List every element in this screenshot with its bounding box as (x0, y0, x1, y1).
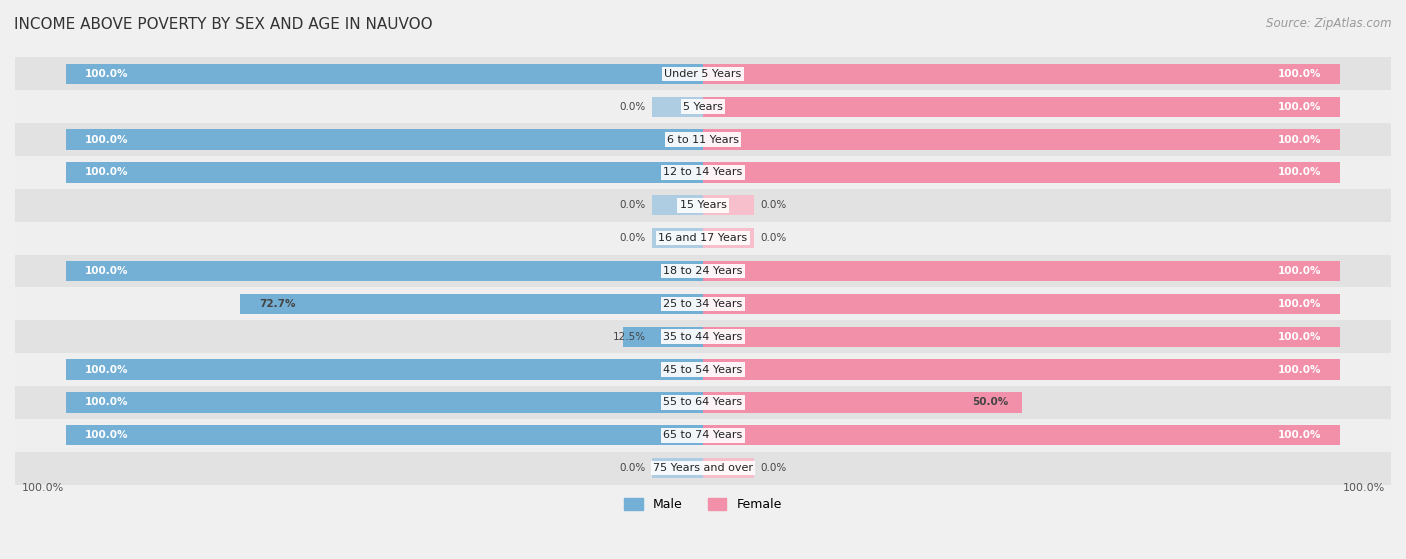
Text: 0.0%: 0.0% (620, 463, 645, 473)
Text: 100.0%: 100.0% (1343, 483, 1385, 493)
Bar (66, 425, 703, 446)
Text: 100.0%: 100.0% (1278, 364, 1320, 375)
Text: 0.0%: 0.0% (620, 102, 645, 112)
Text: 16 and 17 Years: 16 and 17 Years (658, 233, 748, 243)
Text: 100.0%: 100.0% (1278, 168, 1320, 177)
Bar (703, 293, 1340, 314)
Text: 6 to 11 Years: 6 to 11 Years (666, 135, 740, 145)
Bar (703, 97, 1340, 117)
Bar (3, 156, 1403, 189)
Bar (3, 254, 1403, 287)
Text: 100.0%: 100.0% (86, 266, 128, 276)
Text: 0.0%: 0.0% (761, 233, 786, 243)
Text: 100.0%: 100.0% (86, 364, 128, 375)
Text: 100.0%: 100.0% (86, 430, 128, 440)
Text: 45 to 54 Years: 45 to 54 Years (664, 364, 742, 375)
Bar (3, 386, 1403, 419)
Text: 100.0%: 100.0% (1278, 69, 1320, 79)
Text: 65 to 74 Years: 65 to 74 Years (664, 430, 742, 440)
Bar (240, 293, 703, 314)
Bar (703, 326, 1340, 347)
Text: 0.0%: 0.0% (761, 200, 786, 210)
Bar (66, 129, 703, 150)
Text: 35 to 44 Years: 35 to 44 Years (664, 331, 742, 342)
Bar (66, 392, 703, 413)
Text: Under 5 Years: Under 5 Years (665, 69, 741, 79)
Text: 12 to 14 Years: 12 to 14 Years (664, 168, 742, 177)
Text: 100.0%: 100.0% (86, 135, 128, 145)
Bar (652, 97, 703, 117)
Bar (652, 228, 703, 248)
Text: 100.0%: 100.0% (1278, 299, 1320, 309)
Text: 15 Years: 15 Years (679, 200, 727, 210)
Text: 18 to 24 Years: 18 to 24 Years (664, 266, 742, 276)
Bar (703, 228, 754, 248)
Bar (3, 58, 1403, 90)
Bar (652, 195, 703, 215)
Bar (652, 458, 703, 479)
Text: 50.0%: 50.0% (973, 397, 1008, 408)
Text: 100.0%: 100.0% (86, 168, 128, 177)
Text: 0.0%: 0.0% (620, 233, 645, 243)
Bar (3, 287, 1403, 320)
Bar (703, 261, 1340, 281)
Bar (703, 392, 1022, 413)
Text: 100.0%: 100.0% (1278, 331, 1320, 342)
Bar (703, 129, 1340, 150)
Bar (703, 458, 754, 479)
Text: 75 Years and over: 75 Years and over (652, 463, 754, 473)
Text: 12.5%: 12.5% (613, 331, 645, 342)
Bar (66, 261, 703, 281)
Bar (703, 425, 1340, 446)
Bar (703, 64, 1340, 84)
Bar (66, 64, 703, 84)
Text: 55 to 64 Years: 55 to 64 Years (664, 397, 742, 408)
Bar (703, 359, 1340, 380)
Bar (3, 353, 1403, 386)
Text: 0.0%: 0.0% (620, 200, 645, 210)
Bar (66, 359, 703, 380)
Text: 100.0%: 100.0% (86, 69, 128, 79)
Text: 0.0%: 0.0% (761, 463, 786, 473)
Text: 100.0%: 100.0% (1278, 266, 1320, 276)
Bar (703, 195, 754, 215)
Text: Source: ZipAtlas.com: Source: ZipAtlas.com (1267, 17, 1392, 30)
Bar (703, 162, 1340, 183)
Text: 100.0%: 100.0% (86, 397, 128, 408)
Text: 100.0%: 100.0% (1278, 135, 1320, 145)
Bar (3, 123, 1403, 156)
Bar (66, 162, 703, 183)
Bar (3, 452, 1403, 485)
Bar (623, 326, 703, 347)
Text: 72.7%: 72.7% (259, 299, 295, 309)
Text: 100.0%: 100.0% (1278, 430, 1320, 440)
Text: 25 to 34 Years: 25 to 34 Years (664, 299, 742, 309)
Text: INCOME ABOVE POVERTY BY SEX AND AGE IN NAUVOO: INCOME ABOVE POVERTY BY SEX AND AGE IN N… (14, 17, 433, 32)
Text: 100.0%: 100.0% (1278, 102, 1320, 112)
Bar (3, 419, 1403, 452)
Bar (3, 320, 1403, 353)
Text: 5 Years: 5 Years (683, 102, 723, 112)
Bar (3, 189, 1403, 222)
Legend: Male, Female: Male, Female (619, 493, 787, 517)
Bar (3, 222, 1403, 254)
Bar (3, 90, 1403, 123)
Text: 100.0%: 100.0% (21, 483, 63, 493)
